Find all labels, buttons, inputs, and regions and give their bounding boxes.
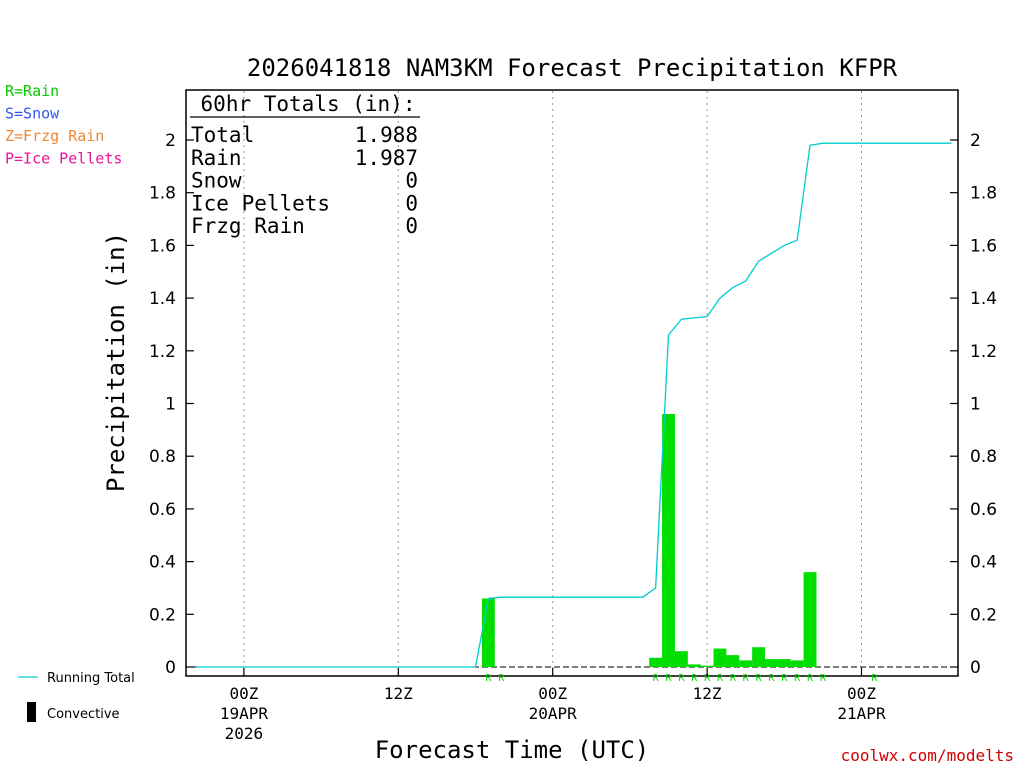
- ptype-legend-item: S=Snow: [5, 105, 60, 123]
- totals-row-value: 1.988: [355, 123, 418, 147]
- running-total-legend-label: Running Total: [47, 671, 135, 686]
- x-tick-date: 21APR: [837, 704, 886, 723]
- totals-box: 60hr Totals (in): Total 1.988 Rain 1.987 Sno…: [190, 92, 420, 238]
- y-tick-label: 1: [970, 395, 981, 415]
- plot-frame: [185, 89, 959, 677]
- ptype-legend-item: P=Ice Pellets: [5, 150, 122, 168]
- y-tick-label: 0.4: [970, 553, 997, 573]
- ptype-marker: R: [871, 673, 878, 684]
- convective-legend-label: Convective: [47, 707, 120, 722]
- y-tick-label: 1.2: [149, 342, 176, 362]
- ptype-marker: R: [743, 673, 750, 684]
- chart-title: 2026041818 NAM3KM Forecast Precipitation…: [247, 54, 898, 82]
- ptype-marker: R: [781, 673, 788, 684]
- x-tick-label: 12Z: [693, 684, 722, 703]
- ptype-marker: R: [704, 673, 711, 684]
- ptype-marker: R: [820, 673, 827, 684]
- totals-row-label: Snow: [191, 169, 242, 193]
- ptype-marker: R: [807, 673, 814, 684]
- ptype-marker: R: [717, 673, 724, 684]
- y-tick-label: 1.4: [970, 289, 997, 309]
- y-tick-label: 0.8: [970, 447, 997, 467]
- totals-row-label: Frzg Rain: [191, 214, 305, 238]
- convective-bar: [481, 598, 495, 667]
- precip-type-legend: R=Rain S=Snow Z=Frzg Rain P=Ice Pellets: [5, 82, 122, 168]
- x-tick-label: 00Z: [229, 684, 258, 703]
- y-tick-label: 1.2: [970, 342, 997, 362]
- y-tick-label: 1.6: [970, 236, 997, 256]
- totals-row-label: Ice Pellets: [191, 191, 330, 215]
- convective-bar: [739, 660, 753, 667]
- x-tick-date: 20APR: [529, 704, 578, 723]
- y-tick-label: 1.8: [970, 184, 997, 204]
- ptype-marker: R: [768, 673, 775, 684]
- x-tick-year: 2026: [225, 724, 264, 743]
- x-axis-label: Forecast Time (UTC): [375, 736, 650, 764]
- totals-row-value: 0: [405, 191, 418, 215]
- ptype-marker: R: [498, 673, 505, 684]
- x-tick-label: 00Z: [847, 684, 876, 703]
- ptype-marker: R: [756, 673, 763, 684]
- convective-bar: [674, 651, 688, 667]
- convective-bar: [713, 648, 727, 667]
- totals-row-label: Rain: [191, 146, 242, 170]
- y-tick-label: 0.2: [970, 605, 997, 625]
- y-tick-label: 0.8: [149, 447, 176, 467]
- series-legend: Running Total Convective: [18, 671, 135, 722]
- convective-legend-swatch: [27, 702, 36, 722]
- convective-bar: [777, 659, 791, 667]
- ptype-marker: R: [678, 673, 685, 684]
- ptype-marker: R: [691, 673, 698, 684]
- convective-bars: [481, 414, 817, 667]
- y-tick-label: 0.6: [149, 500, 176, 520]
- y-axis-left: 0 0.2 0.4 0.6 0.8 1 1.2 1.4 1.6 1.8 2: [149, 131, 194, 678]
- x-tick-label: 00Z: [538, 684, 567, 703]
- convective-bar: [662, 414, 675, 667]
- y-tick-label: 0.4: [149, 553, 176, 573]
- ptype-marker: R: [485, 673, 492, 684]
- y-tick-label: 0: [165, 658, 176, 678]
- running-total-series: [196, 142, 952, 668]
- ptype-legend-item: Z=Frzg Rain: [5, 127, 104, 145]
- y-tick-label: 0: [970, 658, 981, 678]
- ptype-marker: R: [653, 673, 660, 684]
- running-total-line: [196, 142, 952, 668]
- convective-bar: [700, 665, 714, 667]
- convective-bar: [765, 659, 778, 667]
- y-tick-label: 2: [165, 131, 176, 151]
- x-tick-label: 12Z: [384, 684, 413, 703]
- watermark: coolwx.com/modelts: [841, 746, 1014, 765]
- totals-header: 60hr Totals (in):: [201, 92, 416, 116]
- x-tick-date: 19APR: [220, 704, 269, 723]
- totals-row-value: 0: [405, 214, 418, 238]
- convective-bar: [649, 657, 663, 667]
- convective-bar: [790, 660, 804, 667]
- y-tick-label: 0.6: [970, 500, 997, 520]
- convective-bar: [726, 655, 740, 667]
- y-tick-label: 1.6: [149, 236, 176, 256]
- y-tick-label: 1: [165, 395, 176, 415]
- totals-row-label: Total: [191, 123, 254, 147]
- y-axis-label: Precipitation (in): [102, 232, 130, 492]
- y-axis-right: 0 0.2 0.4 0.6 0.8 1 1.2 1.4 1.6 1.8 2: [950, 131, 997, 678]
- ptype-legend-item: R=Rain: [5, 82, 59, 100]
- y-tick-label: 0.2: [149, 605, 176, 625]
- totals-row-value: 1.987: [355, 146, 418, 170]
- y-tick-label: 2: [970, 131, 981, 151]
- ptype-marker: R: [730, 673, 737, 684]
- totals-row-value: 0: [405, 169, 418, 193]
- grid-lines: [243, 91, 862, 675]
- convective-bar: [687, 664, 701, 667]
- y-tick-label: 1.8: [149, 184, 176, 204]
- ptype-marker: R: [665, 673, 672, 684]
- ptype-marker: R: [794, 673, 801, 684]
- convective-bar: [803, 572, 817, 667]
- y-tick-label: 1.4: [149, 289, 176, 309]
- convective-bar: [752, 647, 765, 667]
